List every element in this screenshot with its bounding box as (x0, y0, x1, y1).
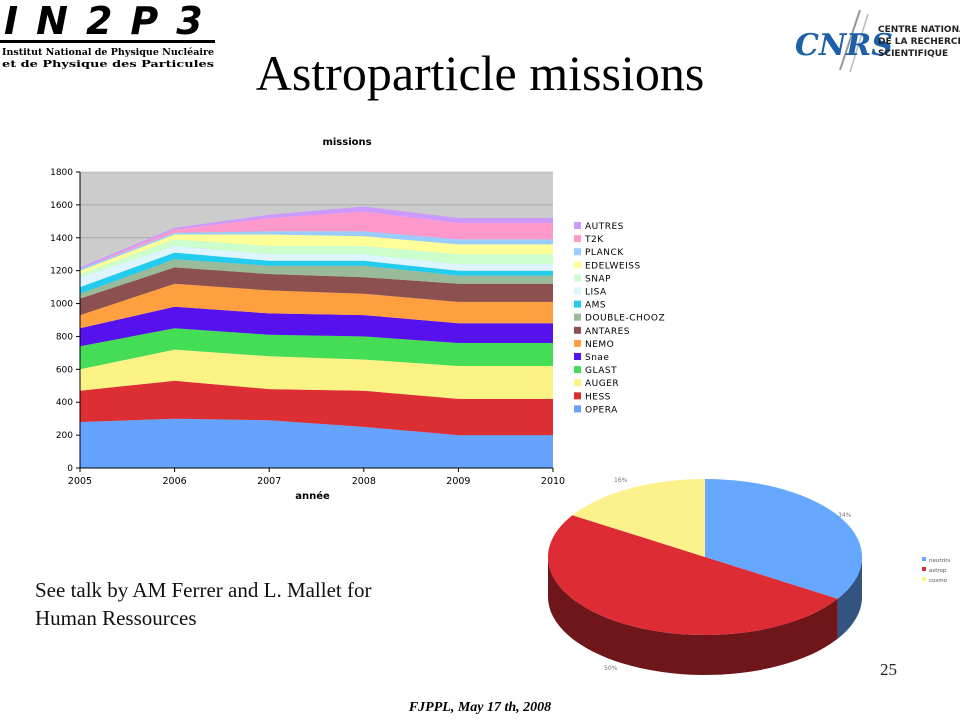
pie-legend-swatch-cosmo (922, 577, 926, 581)
domain-pie-chart: 34% 50% 16% neutrino astrop cosmo (540, 470, 953, 690)
legend-label-autres: AUTRES (585, 222, 624, 232)
legend-label-lisa: LISA (585, 288, 607, 298)
legend-label-hess: HESS (585, 392, 611, 402)
legend-swatch-t2k (574, 235, 581, 243)
pie-legend-swatch-neutrino (922, 557, 926, 561)
legend-swatch-antares (574, 326, 581, 334)
y-tick-label: 400 (56, 398, 73, 408)
pie-side-neutrino (837, 557, 862, 639)
in2p3-logo: IN2P3 Institut National de Physique Nucl… (0, 0, 220, 72)
legend-swatch-auger (574, 379, 581, 387)
legend-swatch-planck (574, 248, 581, 256)
area-series-opera (80, 418, 553, 468)
area-series-snae (80, 306, 553, 347)
area-series-lisa (80, 246, 553, 288)
talk-note-line1: See talk by AM Ferrer and L. Mallet for (35, 578, 372, 602)
chart-title: missions (322, 137, 371, 148)
y-tick-label: 1200 (50, 267, 73, 277)
y-tick-label: 1800 (50, 168, 73, 178)
legend-swatch-double-chooz (574, 313, 581, 321)
legend-swatch-snap (574, 274, 581, 282)
x-tick-label: 2009 (446, 476, 470, 487)
slide-title: Astroparticle missions (255, 45, 705, 101)
y-tick-label: 1000 (50, 300, 73, 310)
talk-note: See talk by AM Ferrer and L. Mallet for … (35, 576, 372, 632)
slide-footer: FJPPL, May 17 th, 2008 (408, 700, 552, 715)
legend-label-antares: ANTARES (585, 327, 630, 337)
pie-legend: neutrino astrop cosmo (922, 557, 953, 584)
legend-label-snap: SNAP (585, 274, 611, 284)
x-tick-label: 2008 (352, 476, 376, 487)
y-tick-label: 200 (56, 431, 73, 441)
legend-label-planck: PLANCK (585, 248, 624, 258)
legend-label-nemo: NEMO (585, 340, 614, 350)
y-tick-label: 1600 (50, 201, 73, 211)
cnrs-logo-main: CNRS (795, 28, 893, 63)
pie-legend-label-cosmo: cosmo (929, 578, 948, 584)
legend-label-ams: AMS (585, 301, 606, 311)
legend-swatch-edelweiss (574, 261, 581, 269)
pie-legend-label-neutrino: neutrino (929, 558, 950, 564)
pie-slice-astrop (547, 515, 838, 635)
legend-label-t2k: T2K (584, 235, 604, 245)
area-series-ams (80, 252, 553, 294)
cnrs-logo-line3: SCIENTIFIQUE (878, 49, 948, 59)
area-series-snap (80, 239, 553, 278)
legend-swatch-glast (574, 366, 581, 374)
area-series-hess (80, 380, 553, 436)
x-tick-label: 2005 (68, 476, 92, 487)
legend-label-glast: GLAST (585, 366, 617, 376)
pie-label-astrop: 50% (604, 665, 618, 672)
in2p3-logo-main: IN2P3 (4, 0, 220, 43)
pie-legend-label-astrop: astrop (929, 568, 947, 574)
y-tick-label: 800 (56, 332, 73, 342)
y-tick-label: 600 (56, 365, 73, 375)
missions-area-chart: missions 0 200 400 600 800 1000 1200 1400 1600 180… (22, 130, 672, 505)
area-series-t2k (80, 211, 553, 269)
page-number: 25 (880, 660, 897, 679)
cnrs-logo-line2: DE LA RECHERCHE (878, 37, 960, 47)
legend-swatch-hess (574, 392, 581, 400)
cnrs-logo-line1: CENTRE NATIONAL (878, 25, 960, 35)
chart-legend: AUTRES T2K PLANCK EDELWEISS SNAP LISA AMS DOUBL… (574, 222, 665, 415)
area-series-edelweiss (80, 234, 553, 274)
x-tick-label: 2007 (257, 476, 281, 487)
pie-side-astrop (548, 557, 838, 675)
pie-label-cosmo: 16% (614, 477, 628, 484)
area-series-double-chooz (80, 259, 553, 299)
area-series-nemo (80, 283, 553, 329)
y-tick-label: 1400 (50, 234, 73, 244)
area-series-antares (80, 267, 553, 316)
pie-slice-neutrino (705, 479, 863, 599)
x-axis-label: année (295, 490, 330, 502)
x-tick-label: 2010 (541, 476, 565, 487)
legend-swatch-ams (574, 300, 581, 308)
legend-label-auger: AUGER (585, 379, 619, 389)
area-series-auger (80, 349, 553, 399)
area-series-planck (80, 231, 553, 271)
legend-swatch-nemo (574, 339, 581, 347)
cnrs-logo: CNRS CENTRE NATIONAL DE LA RECHERCHE SCI… (790, 0, 960, 80)
legend-swatch-autres (574, 222, 581, 229)
y-tick-label: 0 (67, 464, 73, 474)
pie-legend-swatch-astrop (922, 567, 926, 571)
in2p3-logo-line1: Institut National de Physique Nucléaire (2, 47, 214, 58)
legend-label-opera: OPERA (585, 405, 618, 415)
legend-swatch-lisa (574, 287, 581, 295)
legend-label-snae: Snae (585, 353, 609, 363)
in2p3-logo-line2: et de Physique des Particules (2, 59, 214, 70)
pie-slice-cosmo (572, 479, 705, 557)
legend-label-edelweiss: EDELWEISS (585, 261, 641, 271)
pie-label-neutrino: 34% (838, 512, 852, 519)
area-series-glast (80, 328, 553, 370)
talk-note-line2: Human Ressources (35, 606, 197, 630)
legend-label-double-chooz: DOUBLE-CHOOZ (585, 314, 665, 324)
legend-swatch-opera (574, 405, 581, 413)
x-tick-label: 2006 (163, 476, 187, 487)
legend-swatch-snae (574, 353, 581, 360)
